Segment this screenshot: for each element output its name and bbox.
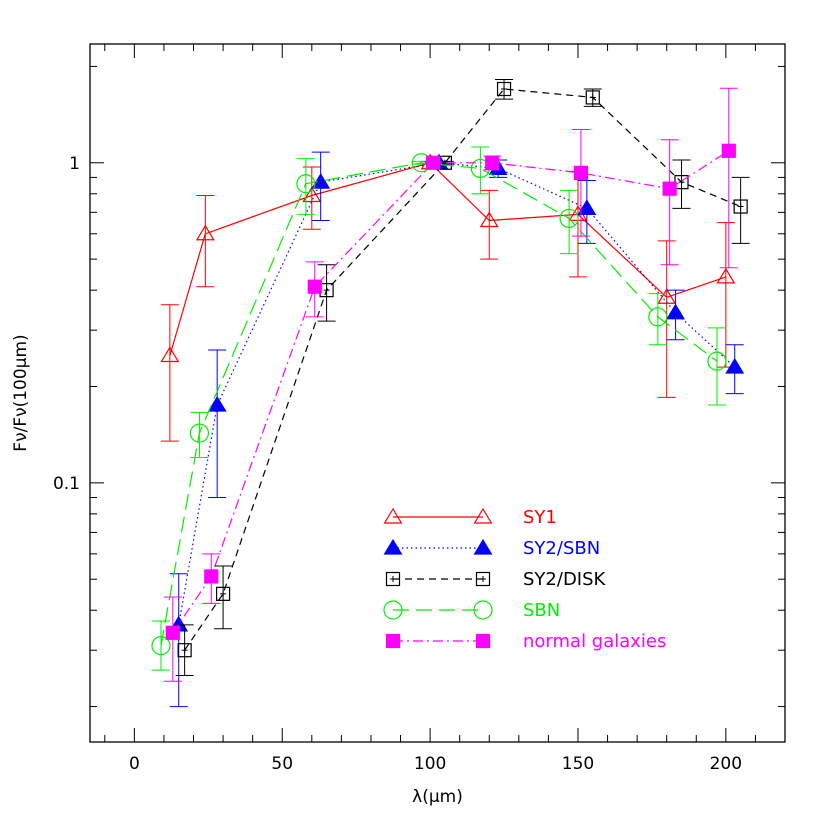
x-tick-label: 150	[562, 754, 594, 774]
data-point	[177, 643, 192, 658]
data-point	[311, 172, 331, 189]
x-tick-label: 100	[414, 754, 446, 774]
data-point	[479, 211, 499, 228]
x-tick-label: 200	[710, 754, 742, 774]
data-point	[573, 165, 589, 180]
data-point	[195, 224, 215, 241]
legend: SY1 SY2/SBN SY2/DISK SBN normal galaxies	[383, 507, 666, 652]
data-point	[666, 303, 686, 320]
legend-marker	[473, 600, 493, 620]
legend-label: SY2/DISK	[523, 569, 607, 590]
legend-label: SY2/SBN	[523, 538, 600, 559]
series-line	[160, 162, 718, 646]
y-axis-label: Fν/Fν(100μm)	[11, 334, 31, 451]
legend-marker	[473, 507, 493, 524]
data-point	[585, 90, 600, 105]
legend-marker	[475, 571, 491, 587]
data-point	[296, 174, 316, 194]
legend-entry: normal galaxies	[385, 631, 666, 652]
legend-entry: SY1	[383, 507, 557, 528]
data-point	[725, 357, 745, 374]
data-point	[733, 199, 748, 214]
x-axis-label: λ(μm)	[412, 787, 463, 807]
data-point	[577, 199, 597, 216]
legend-marker	[385, 571, 401, 587]
data-point	[215, 586, 231, 601]
legend-entry: SBN	[383, 600, 560, 621]
series-sy1	[160, 153, 736, 442]
series-layer	[151, 79, 750, 708]
y-tick-label: 0.1	[53, 474, 80, 494]
series-line	[169, 162, 727, 356]
series-sy2-sbn	[169, 151, 745, 708]
legend-label: normal galaxies	[523, 631, 666, 652]
legend-marker	[473, 538, 493, 555]
data-point	[657, 288, 677, 304]
data-point	[648, 307, 668, 327]
series-line	[172, 150, 730, 634]
data-point	[559, 208, 579, 229]
legend-label: SBN	[523, 600, 560, 621]
data-point	[165, 625, 180, 640]
x-tick-label: 50	[271, 754, 293, 774]
legend-marker	[383, 600, 403, 620]
data-point	[207, 395, 227, 412]
legend-marker	[383, 507, 403, 524]
data-point	[496, 81, 512, 97]
data-point	[204, 569, 219, 584]
legend-marker	[475, 633, 491, 649]
legend-marker	[383, 538, 403, 555]
data-point	[662, 181, 677, 196]
legend-label: SY1	[523, 507, 557, 528]
legend-entry: SY2/DISK	[385, 569, 607, 590]
series-line	[178, 162, 736, 626]
y-tick-label: 1	[69, 154, 80, 174]
data-point	[307, 279, 322, 294]
data-point	[485, 155, 500, 170]
tick-labels: 0 50 100 150 200 0.1 1	[53, 154, 742, 774]
series-normal-galaxies	[163, 87, 738, 682]
data-point	[160, 346, 180, 363]
series-sbn	[151, 146, 727, 671]
data-point	[707, 351, 727, 371]
data-point	[189, 423, 210, 443]
data-point	[721, 143, 736, 158]
legend-marker	[385, 633, 401, 649]
data-point	[716, 267, 736, 284]
axis-ticks	[90, 44, 785, 742]
series-sy2-disk	[175, 79, 750, 677]
data-point	[302, 186, 322, 203]
plot-frame	[89, 43, 786, 743]
legend-entry: SY2/SBN	[383, 538, 600, 559]
data-point	[425, 155, 441, 170]
x-tick-label: 0	[129, 754, 140, 774]
series-line	[184, 88, 741, 651]
data-point	[151, 636, 171, 656]
